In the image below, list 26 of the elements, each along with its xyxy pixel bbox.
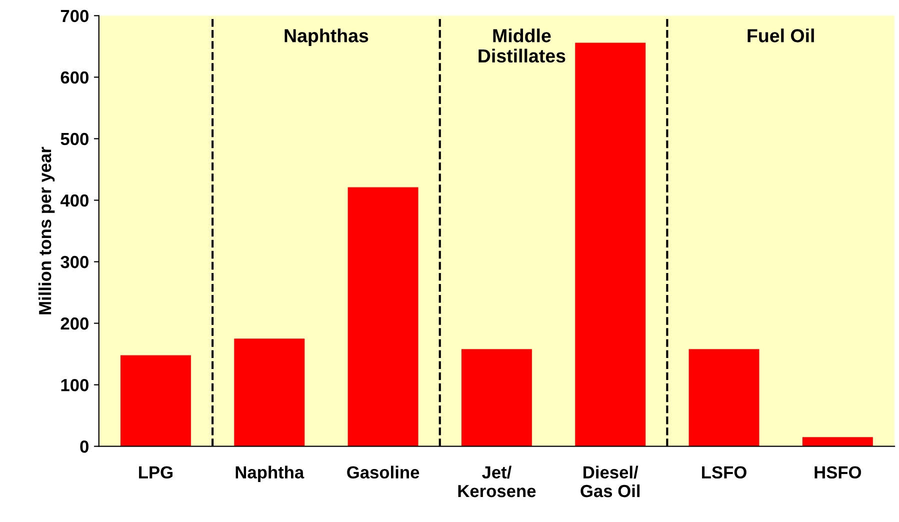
y-tick-label: 500 [60,132,88,146]
annotation: Naphthas [284,28,368,46]
x-tick-label: HSFO [814,466,862,479]
y-tick-label: 0 [80,440,88,453]
annotation: Middle Distillates [478,28,566,63]
bar [461,349,532,446]
y-tick-label: 300 [60,256,88,268]
bar [802,437,873,446]
y-tick-label: 100 [61,378,88,392]
x-tick-label: Gasoline [347,466,420,479]
bar [688,349,760,446]
y-tick-label: 200 [60,317,88,330]
bar [234,338,305,446]
x-tick-label: Naphtha [236,466,304,482]
x-tick-label: LPG [139,466,172,479]
bar [120,355,191,446]
y-tick-label: 700 [60,10,88,22]
bar [575,42,646,446]
bar [348,187,418,446]
x-tick-label: Jet/ Kerosene [458,466,536,498]
y-axis-title: Million tons per year [38,146,55,314]
x-tick-label: LSFO [702,466,746,479]
annotation: Fuel Oil [748,28,814,42]
y-tick-label: 400 [60,194,88,207]
y-tick-label: 600 [60,71,88,84]
x-tick-label: Diesel/ Gas Oil [580,466,640,498]
